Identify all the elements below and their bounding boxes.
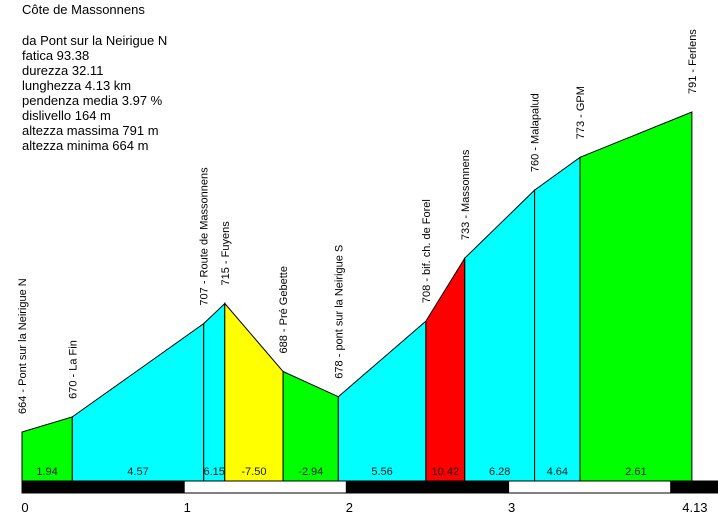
info-start-point: da Pont sur la Neirigue N	[22, 33, 168, 48]
gradient-segment	[282, 370, 339, 482]
scalebar-segment	[21, 480, 185, 494]
chart-title: Côte de Massonnens	[22, 2, 145, 17]
waypoint-label: 791 - Ferlens	[687, 29, 699, 94]
segment-gradient-label: 6.15	[203, 466, 224, 478]
scalebar-segment	[345, 480, 510, 494]
scalebar-segment	[183, 480, 347, 494]
waypoint-label: 760 - Malapalud	[530, 93, 542, 172]
segment-gradient-label: 4.57	[127, 466, 148, 478]
x-axis-tick-label: 3	[508, 500, 515, 515]
gradient-segment	[534, 156, 581, 482]
segment-gradient-label: 10.42	[432, 466, 460, 478]
waypoint-label: 733 - Massonnens	[460, 149, 472, 240]
segment-gradient-label: 6.28	[489, 466, 510, 478]
waypoint-label: 688 - Pré Gebette	[278, 266, 290, 353]
gradient-segment	[464, 188, 536, 482]
segment-gradient-label: 5.56	[371, 466, 392, 478]
gradient-segment	[71, 322, 205, 482]
waypoint-label: 678 - pont sur la Neirigue S	[333, 245, 345, 379]
segment-gradient-label: -7.50	[241, 466, 266, 478]
x-axis-tick-label: 0	[21, 500, 28, 515]
info-pendenza-media: pendenza media 3.97 %	[22, 93, 163, 108]
gradient-segment	[224, 302, 284, 482]
gradient-segment	[203, 302, 226, 482]
segment-gradient-label: 2.61	[625, 466, 646, 478]
info-durezza: durezza 32.11	[22, 63, 104, 78]
x-axis-tick-label: 4.13	[682, 500, 707, 515]
scalebar-segment	[670, 480, 718, 494]
x-axis-tick-label: 1	[184, 500, 191, 515]
x-axis-tick-label: 2	[346, 500, 353, 515]
info-altezza-minima: altezza minima 664 m	[22, 138, 149, 153]
waypoint-label: 707 - Route de Massonnens	[199, 167, 211, 306]
waypoint-label: 708 - bif. ch. de Forel	[421, 199, 433, 303]
waypoint-label: 715 - Fuyens	[220, 221, 232, 286]
waypoint-label: 670 - La Fin	[67, 340, 79, 399]
scalebar-segment	[508, 480, 672, 494]
climb-info-block: da Pont sur la Neirigue N fatica 93.38 d…	[22, 33, 167, 153]
waypoint-label: 773 - GPM	[575, 86, 587, 139]
gradient-segment	[337, 320, 427, 482]
info-lunghezza: lunghezza 4.13 km	[22, 78, 132, 93]
info-altezza-massima: altezza massima 791 m	[22, 123, 159, 138]
segment-gradient-label: 1.94	[36, 466, 57, 478]
gradient-segment	[579, 111, 693, 482]
info-fatica: fatica 93.38	[22, 48, 90, 63]
segment-gradient-label: -2.94	[298, 466, 323, 478]
segment-gradient-label: 4.64	[547, 466, 568, 478]
info-dislivello: dislivello 164 m	[22, 108, 111, 123]
waypoint-label: 664 - Pont sur la Neirigue N	[17, 278, 29, 414]
